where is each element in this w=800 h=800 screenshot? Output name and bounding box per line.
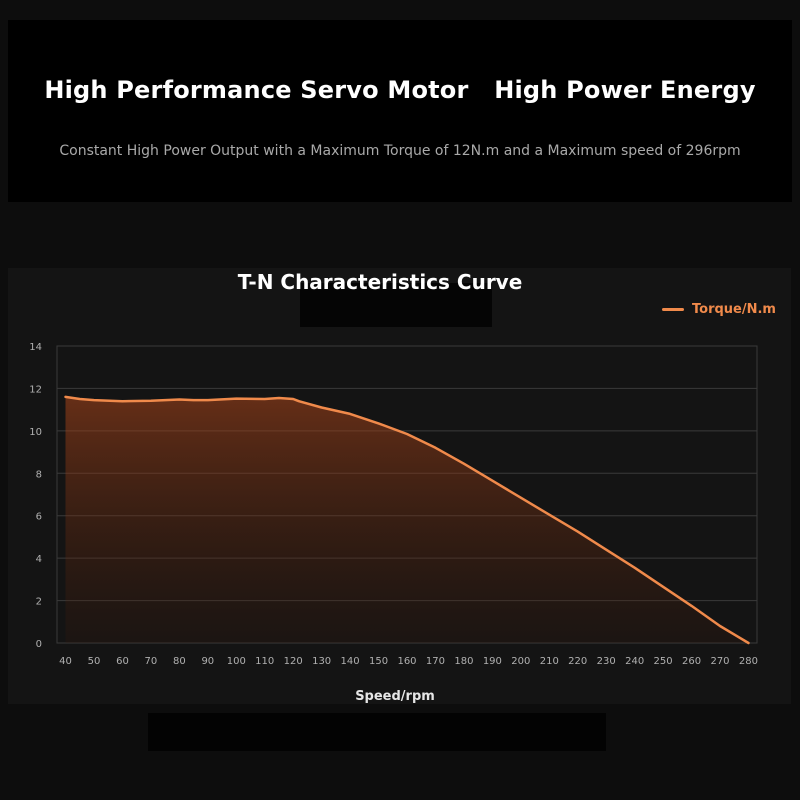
x-tick-label: 100 [227, 656, 246, 667]
x-tick-label: 40 [59, 656, 72, 667]
x-tick-label: 130 [312, 656, 331, 667]
x-tick-label: 70 [145, 656, 158, 667]
headline: High Performance Servo Motor High Power … [44, 76, 756, 104]
x-tick-label: 220 [568, 656, 587, 667]
y-tick-label: 2 [36, 597, 42, 608]
x-tick-label: 110 [255, 656, 274, 667]
x-tick-label: 50 [88, 656, 101, 667]
bottom-shade [148, 713, 606, 751]
series-lines [64, 395, 750, 645]
x-tick-label: 90 [201, 656, 214, 667]
x-tick-label: 250 [654, 656, 673, 667]
x-tick-label: 260 [682, 656, 701, 667]
y-tick-label: 0 [36, 639, 42, 650]
x-axis-title: Speed/rpm [355, 689, 435, 704]
x-tick-label: 120 [284, 656, 303, 667]
x-tick-label: 270 [710, 656, 729, 667]
x-tick-label: 180 [454, 656, 473, 667]
x-tick-labels: 40 50 60 70 80 90 100 110 120 130 140 150 160 170 180 1… [59, 656, 758, 667]
x-tick-label: 280 [739, 656, 758, 667]
legend-swatch [662, 308, 684, 311]
x-tick-label: 200 [511, 656, 530, 667]
x-tick-label: 80 [173, 656, 186, 667]
header-band [8, 20, 792, 202]
x-tick-label: 140 [341, 656, 360, 667]
legend: Torque/N.m [662, 302, 776, 317]
y-tick-labels: 0 2 4 6 8 10 12 14 [29, 342, 42, 650]
torque-area [65, 396, 749, 643]
x-tick-label: 150 [369, 656, 388, 667]
y-tick-label: 6 [36, 512, 42, 523]
subheadline: Constant High Power Output with a Maximu… [59, 143, 741, 159]
chart-title: T-N Characteristics Curve [237, 270, 523, 294]
y-tick-label: 10 [29, 427, 42, 438]
x-tick-label: 160 [397, 656, 416, 667]
y-tick-label: 8 [36, 469, 42, 480]
title-shade [300, 283, 492, 327]
x-tick-label: 240 [625, 656, 644, 667]
y-tick-label: 14 [29, 342, 42, 353]
torque-line [64, 395, 750, 645]
y-tick-label: 4 [36, 554, 42, 565]
x-tick-label: 210 [540, 656, 559, 667]
area-fill [65, 396, 749, 643]
y-tick-label: 12 [29, 384, 42, 395]
x-tick-label: 60 [116, 656, 129, 667]
x-tick-label: 190 [483, 656, 502, 667]
x-tick-label: 170 [426, 656, 445, 667]
legend-label: Torque/N.m [692, 302, 776, 317]
x-tick-label: 230 [597, 656, 616, 667]
